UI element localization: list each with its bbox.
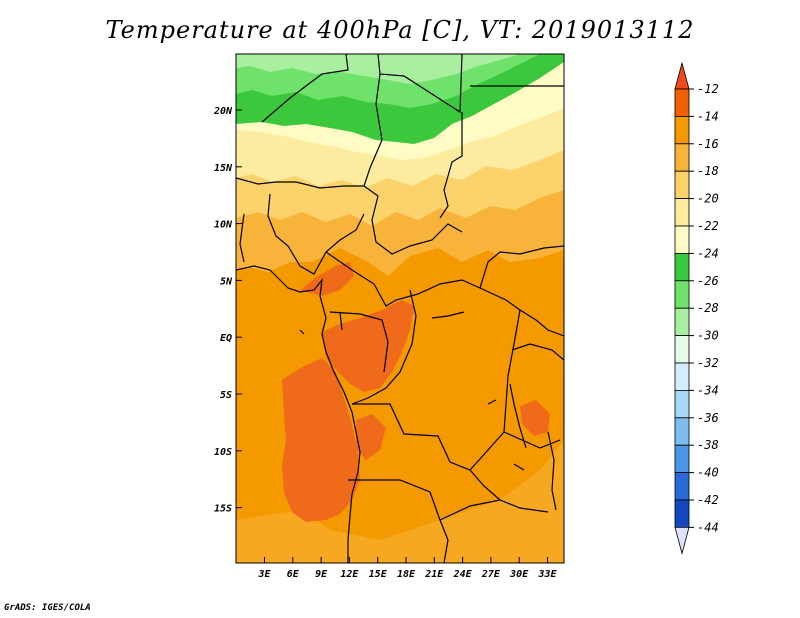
colorbar-swatch	[674, 499, 690, 528]
lat-label: EQ	[220, 333, 232, 344]
colorbar-swatch	[674, 280, 690, 309]
lon-label: 6E	[287, 569, 300, 580]
colorbar-label: -42	[697, 493, 719, 507]
colorbar-label: -22	[697, 219, 719, 233]
field-band-12-east	[520, 400, 550, 436]
colorbar-label: -34	[697, 383, 719, 397]
colorbar-swatch	[674, 170, 690, 199]
lon-label: 12E	[340, 569, 359, 580]
colorbar-label: -20	[697, 192, 719, 206]
lon-label: 24E	[453, 569, 473, 580]
colorbar-label: -18	[697, 164, 719, 178]
colorbar-swatch	[674, 417, 690, 446]
lat-label: 15N	[214, 163, 233, 174]
latitude-axis: 20N 15N 10N 5N EQ 5S 10S 15S	[213, 106, 242, 515]
colorbar-swatch	[674, 116, 690, 145]
field-band-12-congo	[322, 300, 414, 392]
longitude-axis: 3E 6E 9E 12E 15E 18E 21E 24E 27E 30E 33E	[257, 557, 558, 580]
lon-label: 21E	[424, 569, 444, 580]
colorbar-swatch	[674, 252, 690, 282]
lat-label: 5S	[220, 390, 232, 401]
colorbar-swatch	[674, 444, 690, 474]
field-band-12-angola	[356, 414, 386, 460]
colorbar-swatch	[674, 198, 690, 227]
colorbar-label: -26	[697, 274, 719, 288]
lat-label: 10S	[214, 447, 232, 458]
colorbar-swatch	[674, 143, 690, 172]
colorbar-label: -40	[697, 466, 719, 480]
colorbar-swatch	[674, 472, 690, 501]
colorbar-swatch	[674, 225, 690, 254]
colorbar-label: -24	[697, 246, 719, 260]
colorbar-label: -16	[697, 137, 719, 151]
colorbar-label: -12	[697, 82, 719, 96]
colorbar-bottom-arrow	[674, 527, 690, 555]
lon-label: 9E	[315, 569, 328, 580]
lon-label: 3E	[257, 569, 271, 580]
field-band-16-south	[236, 440, 564, 563]
colorbar-swatch	[674, 307, 690, 337]
colorbar-swatch	[674, 389, 690, 419]
lon-label: 15E	[369, 569, 388, 580]
colorbar-label: -14	[697, 109, 719, 123]
colorbar-label: -30	[697, 329, 719, 343]
colorbar-top-arrow	[674, 61, 690, 90]
lon-label: 18E	[397, 569, 416, 580]
colorbar-label: -44	[697, 520, 719, 534]
colorbar-label: -32	[697, 356, 719, 370]
colorbar-swatch	[674, 88, 690, 117]
coastlines-and-borders	[236, 54, 564, 563]
lat-label: 15S	[214, 504, 232, 515]
field-band-12-west	[282, 358, 360, 522]
map-frame	[235, 53, 565, 564]
colorbar-swatch	[674, 335, 690, 364]
colorbar: -12 -14 -16 -18 -20 -22 -24 -26 -28 -30 -32 -34 -36 -…	[674, 61, 719, 555]
map-title: Temperature at 400hPa [C], VT: 201901311…	[105, 16, 695, 44]
lat-label: 20N	[213, 106, 233, 117]
lat-label: 10N	[214, 220, 233, 231]
colorbar-label: -28	[697, 301, 719, 315]
grads-credit: GrADS: IGES/COLA	[4, 603, 91, 613]
lat-label: 5N	[220, 276, 233, 287]
colorbar-label: -38	[697, 438, 719, 452]
temperature-field	[236, 54, 564, 563]
lon-label: 30E	[509, 569, 529, 580]
field-band-28	[236, 54, 520, 84]
lon-label: 33E	[537, 569, 557, 580]
colorbar-swatch	[674, 362, 690, 391]
colorbar-label: -36	[697, 411, 719, 425]
field-band-12-north	[300, 262, 354, 296]
lon-label: 27E	[481, 569, 501, 580]
